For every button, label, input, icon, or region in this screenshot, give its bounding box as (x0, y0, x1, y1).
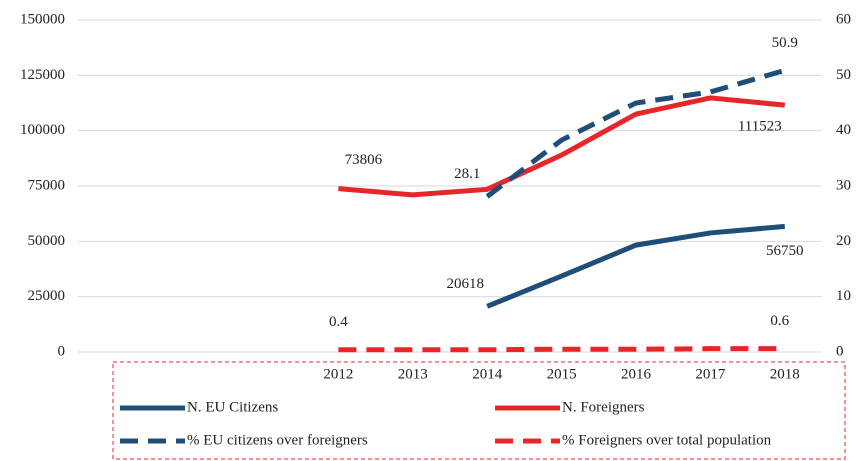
x-tick-label: 2016 (621, 366, 652, 382)
y2-tick-label: 0 (836, 343, 844, 359)
series-line (486, 223, 786, 309)
data-label: 111523 (738, 119, 782, 135)
series-line (338, 95, 786, 198)
y-tick-label: 75000 (28, 177, 66, 193)
y-tick-label: 25000 (28, 288, 66, 304)
data-label: 28.1 (454, 166, 480, 182)
data-label: 56750 (766, 243, 804, 259)
x-tick-label: 2013 (398, 366, 428, 382)
data-label: 20618 (446, 276, 484, 292)
data-label: 0.6 (770, 313, 789, 329)
x-tick-label: 2015 (547, 366, 577, 382)
y2-tick-label: 10 (836, 288, 851, 304)
y2-tick-label: 40 (836, 122, 851, 138)
y-tick-label: 50000 (28, 233, 66, 249)
y2-tick-label: 30 (836, 177, 851, 193)
legend-label: % EU citizens over foreigners (187, 432, 368, 448)
legend-box (112, 361, 846, 460)
legend-label: N. EU Citizens (187, 399, 278, 415)
series-line (338, 346, 785, 353)
y-tick-label: 100000 (20, 122, 65, 138)
data-label: 0.4 (329, 314, 348, 330)
x-tick-label: 2012 (323, 366, 353, 382)
legend-label: N. Foreigners (562, 399, 645, 415)
y2-tick-label: 60 (836, 11, 851, 27)
y-tick-label: 0 (58, 343, 66, 359)
data-label: 50.9 (772, 35, 798, 51)
x-tick-label: 2017 (695, 366, 726, 382)
legend-label: % Foreigners over total population (562, 432, 772, 448)
data-label: 73806 (345, 152, 383, 168)
x-tick-label: 2018 (770, 366, 800, 382)
y2-tick-label: 50 (836, 67, 851, 83)
y-tick-label: 125000 (20, 67, 65, 83)
series-line (485, 67, 786, 199)
y2-tick-label: 20 (836, 233, 851, 249)
x-tick-label: 2014 (472, 366, 503, 382)
y-tick-label: 150000 (20, 11, 65, 27)
